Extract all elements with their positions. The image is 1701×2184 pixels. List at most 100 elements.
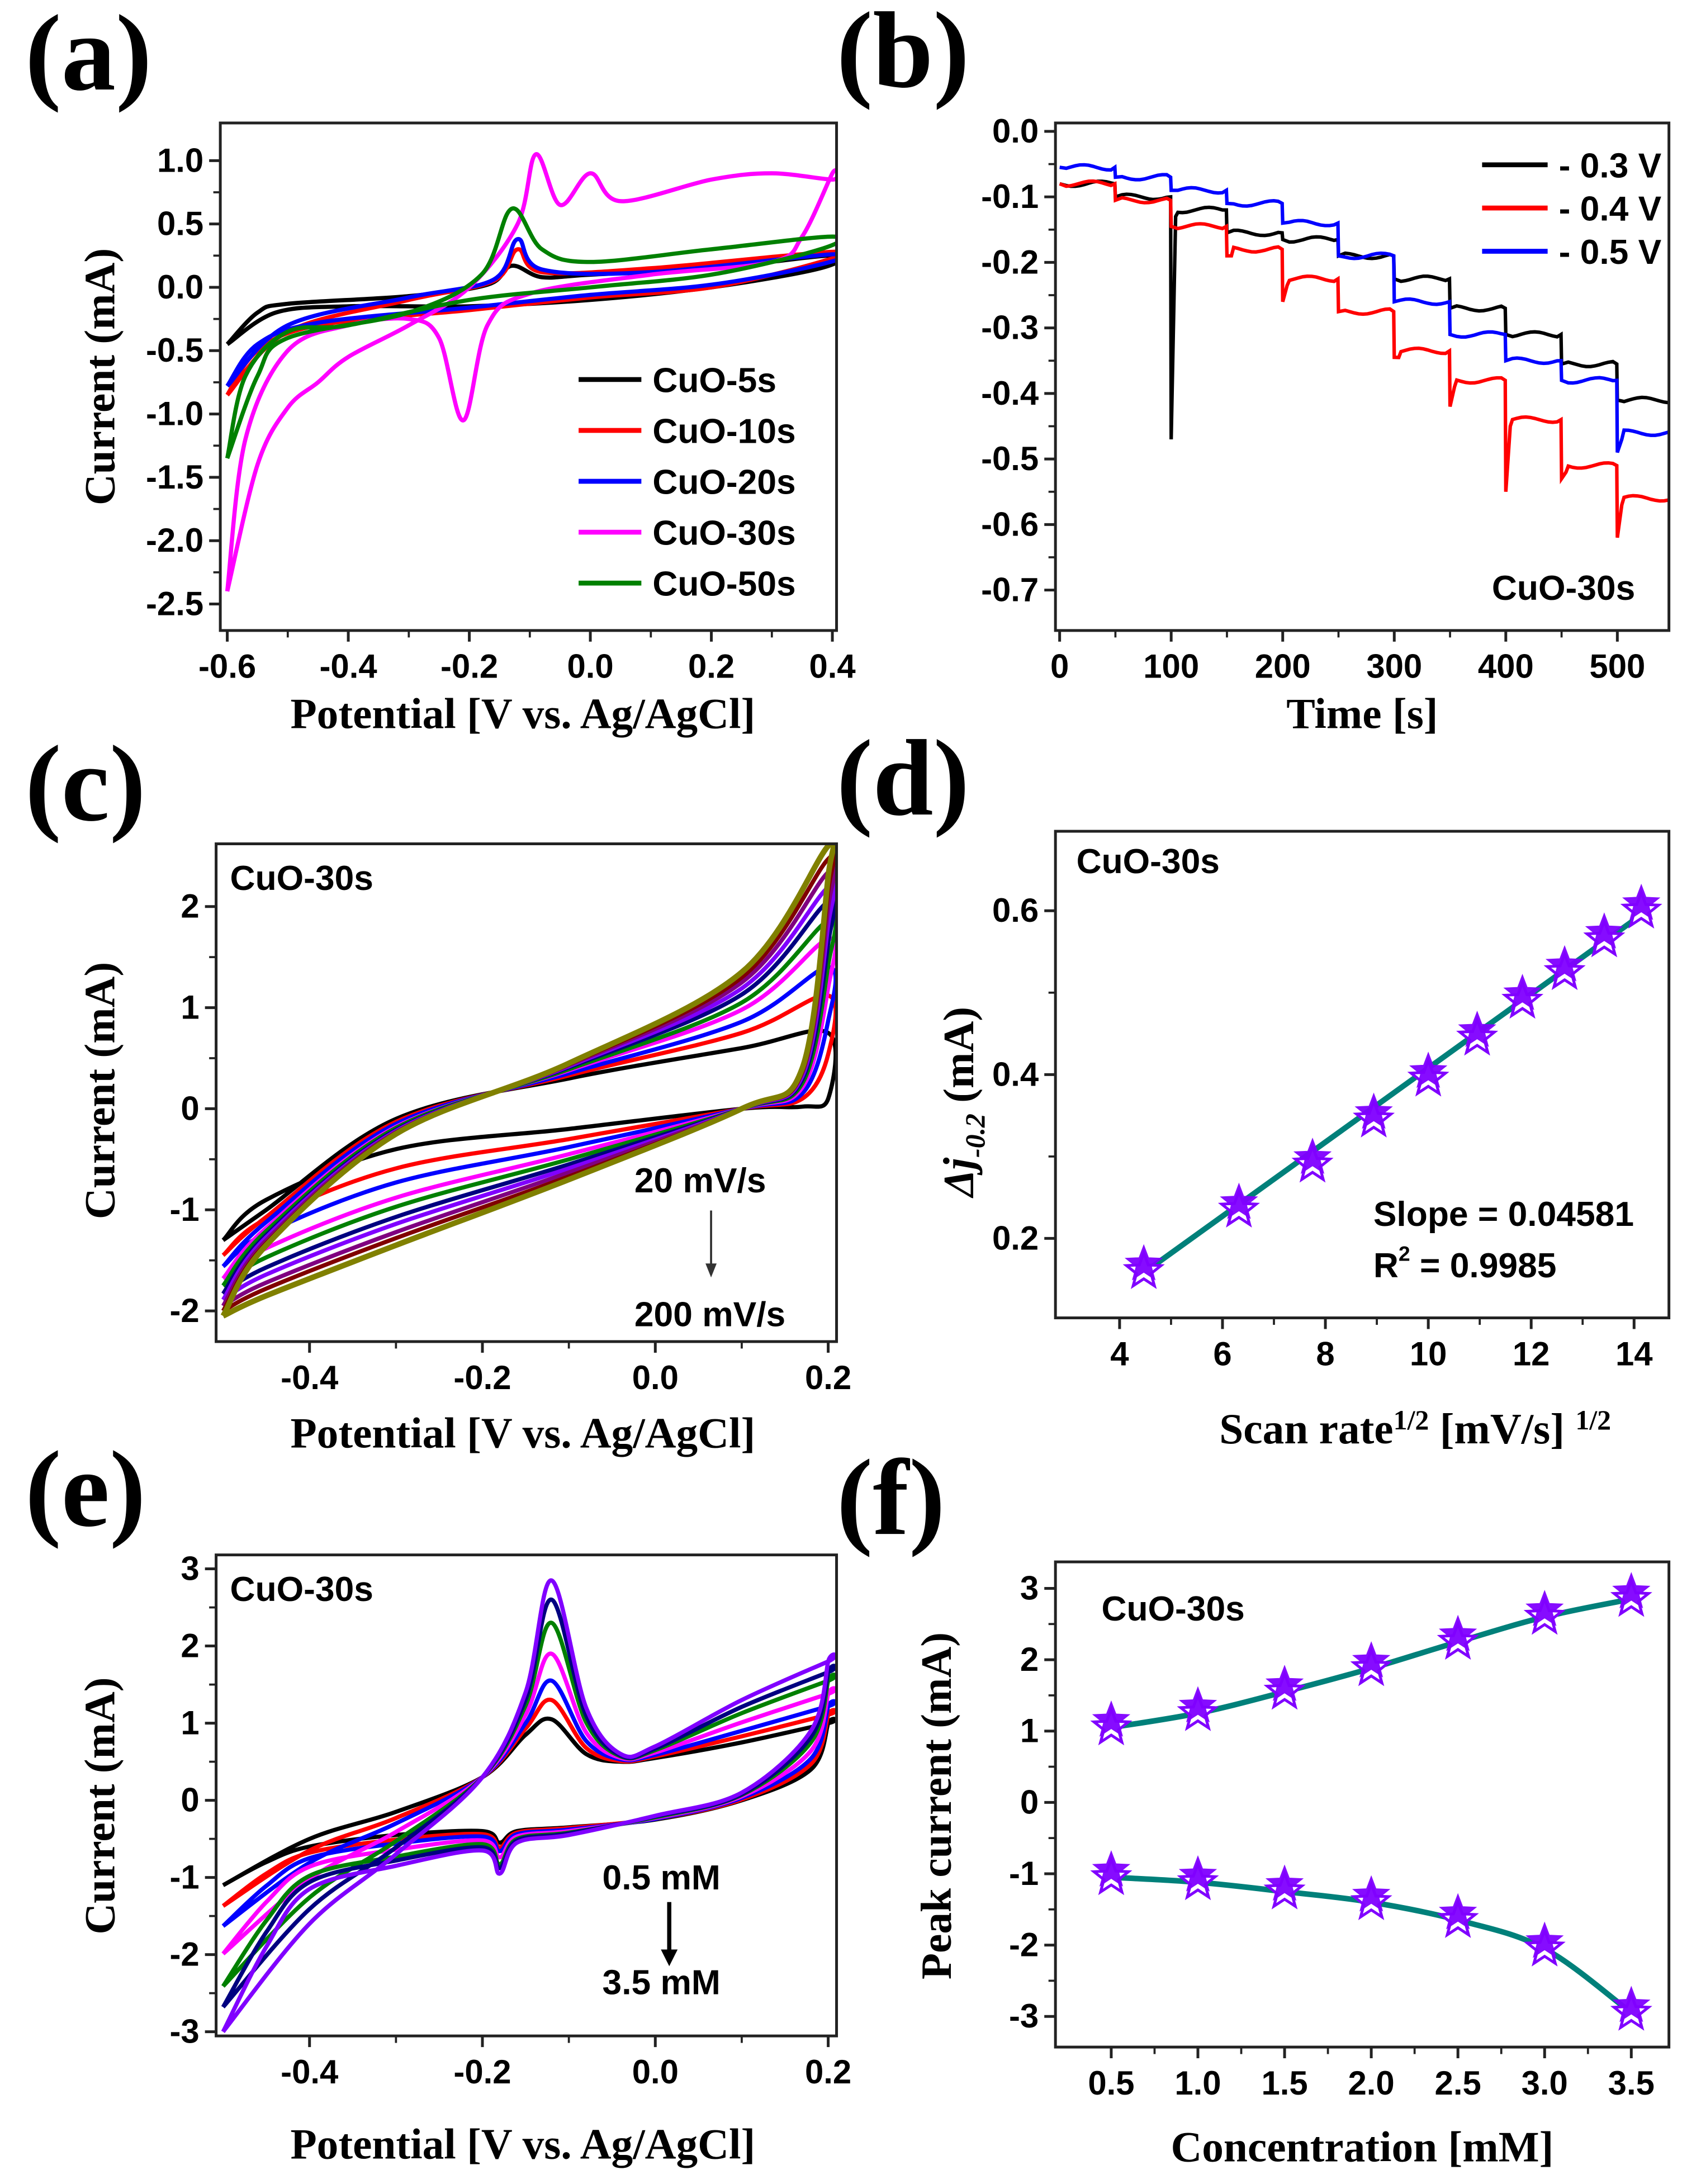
x-tick-label: 0.5	[1088, 2064, 1134, 2102]
f-annotation: CuO-30s	[1101, 1590, 1244, 1628]
chrono-curve-- 0.4 V	[1059, 179, 1669, 538]
y-tick-label: 0	[181, 1089, 199, 1127]
x-tick-label: 0.0	[567, 648, 613, 685]
x-tick-label: 3.0	[1522, 2064, 1568, 2102]
data-point-star-fill	[1293, 1138, 1332, 1174]
x-tick-label: 500	[1589, 648, 1645, 685]
data-point-star-fill	[1409, 1051, 1448, 1088]
x-tick-label: 12	[1513, 1335, 1550, 1372]
data-point-star-fill	[1352, 1875, 1391, 1912]
y-tick-label: -0.1	[981, 178, 1039, 215]
y-tick-label: 3	[181, 1550, 199, 1587]
x-tick-label: 0.2	[805, 2053, 851, 2091]
data-point-star-fill	[1438, 1614, 1477, 1651]
data-point-star-fill	[1503, 974, 1542, 1011]
b-xlabel: Time [s]	[1286, 689, 1438, 737]
panel-label-e: (e)	[25, 1429, 146, 1550]
y-tick-label: -1.0	[146, 395, 203, 433]
d-xlabel: Scan rate1/2 [mV/s] 1/2	[1219, 1405, 1611, 1453]
c-arrow-from-label: 20 mV/s	[634, 1162, 766, 1200]
plot-area-c	[220, 844, 837, 1319]
y-tick-label: 0.6	[992, 892, 1039, 929]
legend-label: - 0.3 V	[1559, 146, 1662, 185]
x-tick-label: 1.0	[1174, 2064, 1221, 2102]
data-point-star-fill	[1092, 1850, 1131, 1887]
plot-frame-f	[1054, 1560, 1671, 2049]
chart-d: 4 6 8 10 12 14 0.2 0.4 0.6	[992, 830, 1671, 1372]
cv-curve	[221, 965, 837, 1268]
data-point-star-fill	[1265, 1665, 1304, 1702]
data-point-star-fill	[1124, 1244, 1163, 1281]
cv-curve	[221, 1678, 837, 1928]
plot-area-e	[221, 1578, 837, 2033]
f-xlabel: Concentration [mM]	[1171, 2123, 1553, 2171]
y-tick-label: 2	[181, 1627, 199, 1665]
x-tick-label: 10	[1410, 1335, 1447, 1372]
x-tick-label: 0.2	[688, 648, 735, 685]
y-tick-label: -0.4	[981, 375, 1039, 412]
y-tick-label: -1	[169, 1191, 199, 1228]
d-ylabel-tail: (mA)	[935, 1007, 983, 1114]
data-point-star-fill	[1438, 1893, 1477, 1930]
data-point-star-fill	[1622, 883, 1661, 920]
y-tick-label: -1.5	[146, 458, 203, 496]
panel-label-c: (c)	[25, 724, 146, 844]
data-point-star-fill	[1178, 1686, 1217, 1723]
x-tick-label: -0.4	[281, 1359, 338, 1396]
legend-label: CuO-30s	[652, 514, 795, 553]
d-xlabel-main: Scan rate	[1219, 1405, 1393, 1453]
a-ylabel: Current (mA)	[76, 248, 124, 505]
plot-frame-c	[215, 842, 838, 1343]
y-tick-label: -1	[169, 1859, 199, 1896]
e-arrow-to-label: 3.5 mM	[603, 1963, 721, 2002]
x-tick-label: 0.0	[632, 2053, 679, 2091]
d-annotation: CuO-30s	[1077, 842, 1220, 881]
data-point-star-fill	[1525, 1921, 1564, 1958]
d-slope-text: Slope = 0.04581	[1373, 1195, 1634, 1234]
d-r2-label: R	[1373, 1247, 1399, 1285]
chart-a: -0.6 -0.4 -0.2 0.0 0.2 0.4 1.0 0.5 0.0 -0.5 -1.0 -1…	[146, 121, 856, 685]
x-tick-label: -0.2	[453, 2053, 511, 2091]
y-tick-label: -2.5	[146, 585, 203, 622]
e-arrow-from-label: 0.5 mM	[603, 1859, 721, 1897]
x-tick-label: -0.6	[198, 648, 256, 685]
legend-label: CuO-10s	[652, 412, 795, 451]
y-tick-label: -2.0	[146, 522, 203, 559]
x-tick-label: -0.2	[440, 648, 498, 685]
cv-curve-CuO-50s	[225, 206, 837, 459]
plot-frame-a	[219, 121, 838, 632]
y-tick-label: -0.5	[146, 331, 203, 369]
y-tick-label: -0.2	[981, 243, 1039, 281]
e-xlabel: Potential [V vs. Ag/AgCl]	[290, 2120, 755, 2168]
plot-frame-e	[215, 1553, 838, 2038]
d-r2-sup: 2	[1399, 1242, 1410, 1265]
y-tick-label: -2	[1009, 1926, 1039, 1964]
data-point-star-fill	[1220, 1182, 1258, 1219]
legend-label: - 0.5 V	[1559, 233, 1662, 272]
x-tick-label: 4	[1110, 1335, 1129, 1372]
cv-curve	[221, 1578, 837, 2033]
data-point-star-fill	[1354, 1092, 1393, 1129]
y-tick-label: 2	[1020, 1641, 1039, 1678]
cv-curve	[221, 993, 837, 1257]
c-annotation: CuO-30s	[230, 859, 373, 898]
d-xlabel-tail-sup: 1/2	[1575, 1405, 1611, 1436]
x-tick-label: 200	[1255, 648, 1311, 685]
data-point-star-fill	[1612, 1572, 1651, 1609]
panel-label-b: (b)	[837, 0, 970, 111]
chart-c: -0.4 -0.2 0.0 0.2 2 1 0 -1 -2	[169, 842, 851, 1396]
e-arrow-head-icon	[661, 1949, 678, 1967]
legend-label: CuO-5s	[652, 361, 776, 400]
y-tick-label: -0.5	[981, 440, 1039, 477]
plot-frame-b	[1054, 121, 1671, 632]
panel-label-d: (d)	[837, 718, 970, 838]
y-tick-label: -3	[1009, 1997, 1039, 2035]
data-point-star-fill	[1178, 1855, 1217, 1892]
data-point-star-fill	[1265, 1864, 1304, 1901]
y-tick-label: 0.0	[157, 268, 203, 306]
data-point-star-fill	[1545, 945, 1584, 982]
y-tick-label: 3	[1020, 1569, 1039, 1607]
c-arrow-head-icon	[705, 1263, 717, 1278]
x-tick-label: 0	[1050, 648, 1069, 685]
